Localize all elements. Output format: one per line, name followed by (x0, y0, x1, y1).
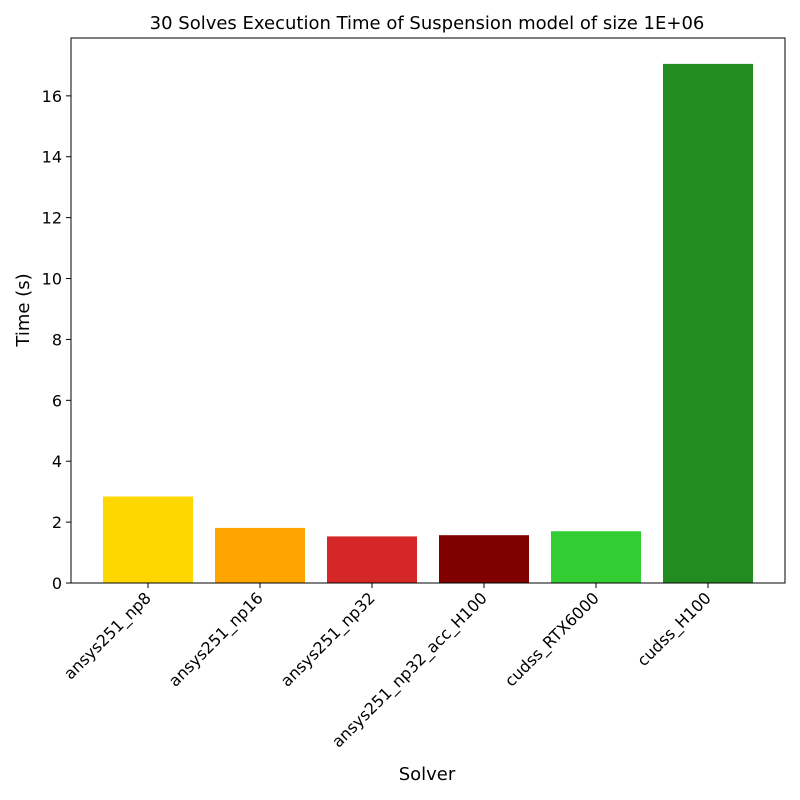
bar-ansys251_np32 (327, 536, 417, 583)
bar-ansys251_np16 (215, 527, 305, 583)
x-tick-label: cudss_H100 (633, 588, 715, 670)
y-tick-label: 6 (52, 391, 62, 410)
y-tick-label: 12 (42, 209, 62, 228)
plot-frame (70, 37, 786, 584)
y-tick-label: 4 (52, 452, 62, 471)
y-axis-label: Time (s) (13, 273, 34, 347)
y-tick-label: 16 (42, 87, 62, 106)
x-tick-label: ansys251_np16 (165, 588, 268, 691)
bar-cudss_RTX6000 (551, 531, 641, 583)
bar-ansys251_np32_acc_H100 (439, 535, 529, 583)
y-tick-label: 14 (42, 148, 62, 167)
x-tick-label: ansys251_np8 (60, 588, 156, 684)
y-tick-label: 10 (42, 270, 62, 289)
y-axis-ticks: 0 2 4 6 8 10 12 14 16 (42, 87, 71, 593)
bar-ansys251_np8 (103, 496, 193, 583)
y-tick-label: 8 (52, 330, 62, 349)
x-tick-label: ansys251_np32 (277, 588, 380, 691)
x-axis-label: Solver (399, 764, 456, 785)
x-tick-label: cudss_RTX6000 (501, 588, 604, 691)
bar-cudss_H100 (663, 63, 753, 584)
x-axis-ticks: ansys251_np8 ansys251_np16 ansys251_np32an… (60, 583, 716, 752)
y-tick-label: 0 (52, 574, 62, 593)
y-tick-label: 2 (52, 513, 62, 532)
bars-group (103, 63, 753, 584)
chart-title: 30 Solves Execution Time of Suspension m… (150, 13, 705, 34)
